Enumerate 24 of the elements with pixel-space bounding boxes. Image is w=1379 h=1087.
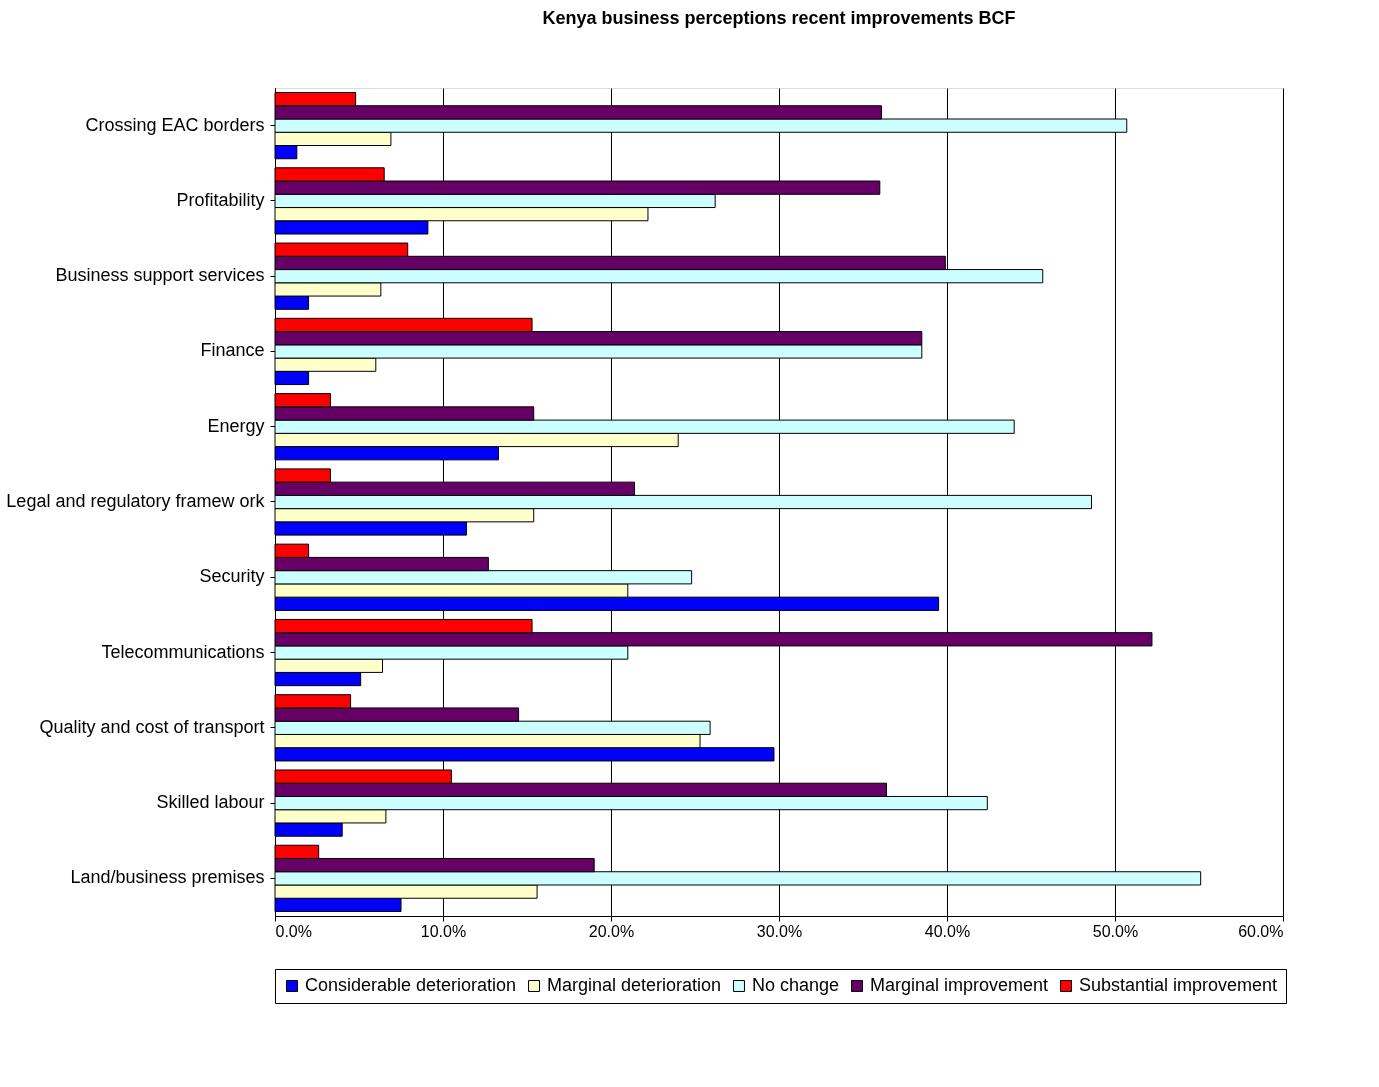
y-tick-label: Profitability bbox=[176, 189, 265, 210]
y-tick-label: Finance bbox=[200, 340, 265, 361]
x-tick-label: 30.0% bbox=[756, 922, 803, 940]
x-tick-label: 20.0% bbox=[588, 922, 635, 940]
y-tick-label: Crossing EAC borders bbox=[85, 114, 265, 135]
y-tick-label: Business support services bbox=[55, 265, 265, 286]
legend-label: Marginal deterioration bbox=[547, 975, 722, 995]
y-tick-label: Legal and regulatory framew ork bbox=[6, 491, 266, 511]
x-tick-label: 40.0% bbox=[924, 922, 971, 940]
y-tick-label: Telecommunications bbox=[101, 641, 265, 662]
x-tick-label: 60.0% bbox=[1238, 922, 1284, 940]
legend-label: Marginal improvement bbox=[870, 975, 1049, 995]
y-tick-label: Land/business premises bbox=[70, 867, 265, 888]
legend-label: Substantial improvement bbox=[1079, 975, 1278, 995]
y-tick-label: Energy bbox=[207, 415, 265, 436]
y-tick-label: Skilled labour bbox=[156, 792, 265, 813]
x-tick-label: 0.0% bbox=[275, 922, 312, 940]
legend-label: Considerable deterioration bbox=[305, 975, 517, 995]
y-tick-label: Security bbox=[199, 566, 265, 587]
x-tick-label: 50.0% bbox=[1092, 922, 1139, 940]
x-tick-label: 10.0% bbox=[420, 922, 467, 940]
chart-title: Kenya business perceptions recent improvements BCF bbox=[542, 8, 1016, 28]
legend-label: No change bbox=[752, 975, 840, 995]
y-tick-label: Quality and cost of transport bbox=[39, 716, 265, 737]
